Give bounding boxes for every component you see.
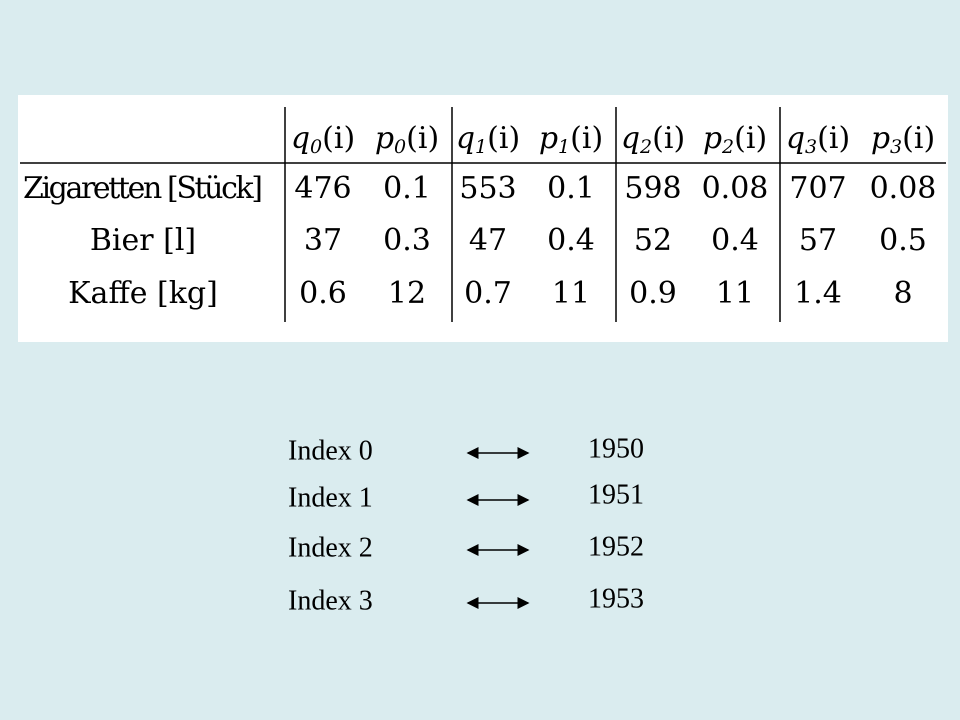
table-panel [18, 95, 948, 342]
column-header: p0(i) [375, 121, 439, 158]
header-arg: (i) [570, 121, 603, 156]
table-cell: 553 [459, 171, 516, 206]
table-cell: 0.08 [870, 171, 937, 206]
index-label: Index 3 [288, 585, 373, 616]
year-label: 1951 [588, 479, 644, 510]
header-index: 0 [394, 136, 406, 158]
header-arg: (i) [406, 121, 439, 156]
table-cell: 37 [304, 223, 342, 258]
header-symbol: q [291, 121, 310, 156]
header-index: 2 [639, 136, 652, 158]
column-header: p2(i) [703, 121, 767, 158]
header-symbol: q [786, 121, 805, 156]
column-header: q3(i) [786, 121, 850, 158]
table-cell: 0.1 [383, 171, 431, 206]
header-symbol: p [375, 121, 394, 156]
index-label: Index 0 [288, 435, 373, 466]
table-cell: 0.08 [702, 171, 769, 206]
table-cell: 476 [294, 171, 351, 206]
table-cell: 0.7 [464, 276, 512, 311]
index-label: Index 2 [288, 532, 373, 563]
table-cell: 0.6 [299, 276, 347, 311]
row-label: Zigaretten [Stück] [23, 171, 263, 206]
header-arg: (i) [734, 121, 767, 156]
header-arg: (i) [817, 121, 850, 156]
table-cell: 0.3 [383, 223, 431, 258]
header-index: 2 [721, 136, 734, 158]
table-cell: 11 [716, 276, 754, 311]
header-symbol: p [871, 121, 890, 156]
table-cell: 598 [624, 171, 681, 206]
column-header: p3(i) [871, 121, 935, 158]
table-cell: 0.4 [711, 223, 759, 258]
header-symbol: q [456, 121, 475, 156]
year-label: 1950 [588, 433, 644, 464]
year-label: 1952 [588, 531, 644, 562]
table-cell: 11 [552, 276, 590, 311]
header-symbol: p [539, 121, 558, 156]
index-mapping: Index 0 1950 Index 1 1951 Index 2 1952 Index 3… [288, 433, 644, 616]
table-cell: 1.4 [794, 276, 842, 311]
table-cell: 0.9 [629, 276, 677, 311]
table-cell: 0.1 [547, 171, 595, 206]
table: q0(i) p0(i) q1(i) p1(i) q2(i) p2(i) q3(i) p3(i)… [23, 121, 936, 311]
table-cell: 0.5 [879, 223, 927, 258]
header-index: 3 [805, 136, 817, 158]
table-cell: 47 [469, 223, 507, 258]
header-symbol: p [703, 121, 722, 156]
header-arg: (i) [487, 121, 520, 156]
header-arg: (i) [652, 121, 685, 156]
column-header: q0(i) [291, 121, 355, 158]
table-cell: 8 [893, 276, 912, 311]
header-arg: (i) [902, 121, 935, 156]
table-cell: 0.4 [547, 223, 595, 258]
row-label: Kaffe [kg] [68, 276, 218, 311]
header-index: 3 [890, 136, 902, 158]
table-cell: 707 [789, 171, 846, 206]
column-header: q2(i) [621, 121, 685, 158]
column-header: q1(i) [456, 121, 520, 158]
table-cell: 52 [634, 223, 672, 258]
header-arg: (i) [322, 121, 355, 156]
header-index: 1 [558, 136, 570, 158]
table-cell: 57 [799, 223, 837, 258]
year-label: 1953 [588, 583, 644, 614]
table-cell: 12 [388, 276, 426, 311]
header-index: 0 [310, 136, 322, 158]
header-symbol: q [621, 121, 640, 156]
header-index: 1 [475, 136, 487, 158]
index-label: Index 1 [288, 482, 373, 513]
table-rules [20, 107, 946, 322]
row-label: Bier [l] [90, 223, 196, 258]
column-header: p1(i) [539, 121, 603, 158]
